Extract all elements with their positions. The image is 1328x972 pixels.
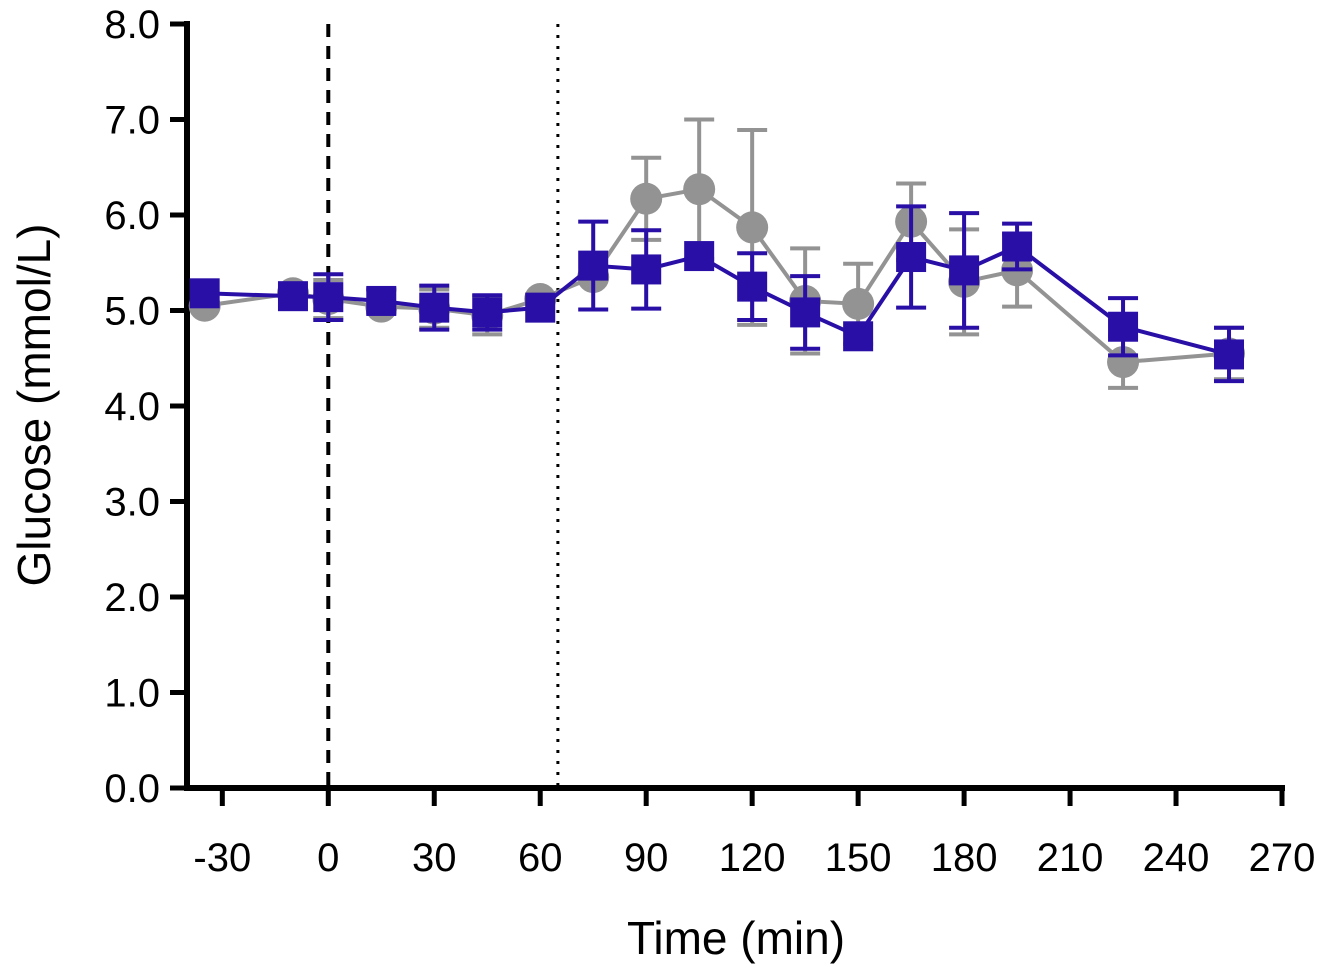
x-tick-label: 30 [412,836,457,880]
y-tick-label: 7.0 [104,99,160,143]
y-tick-label: 0.0 [104,767,160,811]
data-point [683,173,716,206]
data-point [277,281,308,312]
data-point [790,297,821,328]
data-point [1214,339,1245,370]
y-tick-label: 3.0 [104,481,160,525]
y-axis-title: Glucose (mmol/L) [8,224,60,587]
x-axis-title: Time (min) [627,912,845,964]
x-tick-label: 60 [518,836,563,880]
series-line [204,187,1230,365]
x-tick-label: 150 [825,836,892,880]
data-point [472,297,503,328]
data-point [313,282,344,313]
data-point [366,285,397,316]
y-tick-label: 2.0 [104,576,160,620]
data-point [843,321,874,352]
data-point [896,242,927,273]
series-line [204,244,1230,357]
x-tick-label: 0 [317,836,339,880]
data-point [189,278,220,309]
axes [184,21,1285,791]
x-tick-label: 270 [1249,836,1316,880]
data-point [737,271,768,302]
x-ticks: -30 0 30 60 90 120 150 180 210 240 270 [193,788,1315,880]
data-point [1002,231,1033,262]
data-point [631,254,662,285]
series-blue-squares [189,204,1245,384]
data-point [842,287,875,320]
data-point [949,255,980,286]
data-point [525,292,556,323]
data-point [1108,311,1139,342]
data-point [419,292,450,323]
data-point [684,241,715,272]
x-tick-label: 90 [624,836,669,880]
y-tick-label: 8.0 [104,3,160,47]
series-gray-circles [188,117,1246,390]
x-tick-label: 240 [1143,836,1210,880]
x-tick-label: -30 [193,836,251,880]
y-tick-label: 1.0 [104,672,160,716]
x-tick-label: 120 [719,836,786,880]
data-point [736,211,769,244]
x-tick-label: 180 [931,836,998,880]
data-point [578,250,609,281]
x-tick-label: 210 [1037,836,1104,880]
series-layer [188,117,1246,390]
y-tick-label: 6.0 [104,194,160,238]
y-tick-label: 4.0 [104,385,160,429]
data-point [630,182,663,215]
y-tick-label: 5.0 [104,290,160,334]
y-ticks: 0.0 1.0 2.0 3.0 4.0 5.0 6.0 7.0 8.0 [104,3,187,811]
reference-lines [326,24,560,788]
